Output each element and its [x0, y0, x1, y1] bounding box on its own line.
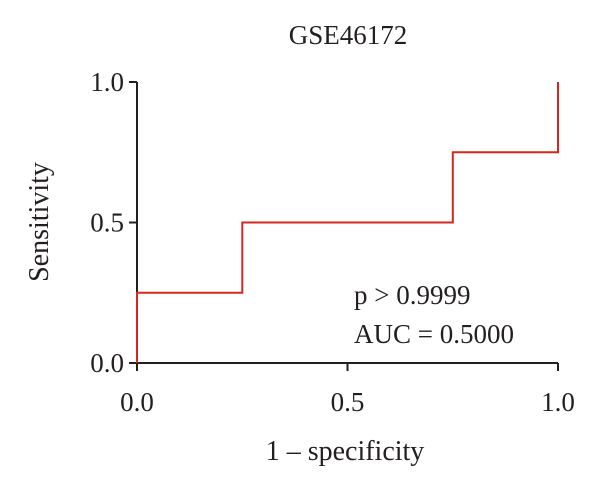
- y-axis-label: Sensitivity: [24, 162, 55, 282]
- roc-curve: [136, 82, 559, 363]
- x-tick-label: 0.0: [120, 387, 154, 417]
- x-tick-label: 0.5: [331, 387, 365, 417]
- x-axis-label: 1 – specificity: [266, 436, 425, 467]
- y-tick-label: 0.5: [90, 208, 124, 238]
- chart-title: GSE46172: [289, 20, 408, 50]
- x-tick-label: 1.0: [541, 387, 575, 417]
- auc-annotation: AUC = 0.5000: [354, 319, 514, 349]
- y-tick-label: 1.0: [90, 67, 124, 97]
- y-tick-label: 0.0: [90, 348, 124, 378]
- y-ticks: 0.0 0.5 1.0: [90, 67, 137, 378]
- series: [136, 82, 559, 363]
- x-ticks: 0.0 0.5 1.0: [120, 363, 575, 417]
- p-value-annotation: p > 0.9999: [354, 280, 470, 310]
